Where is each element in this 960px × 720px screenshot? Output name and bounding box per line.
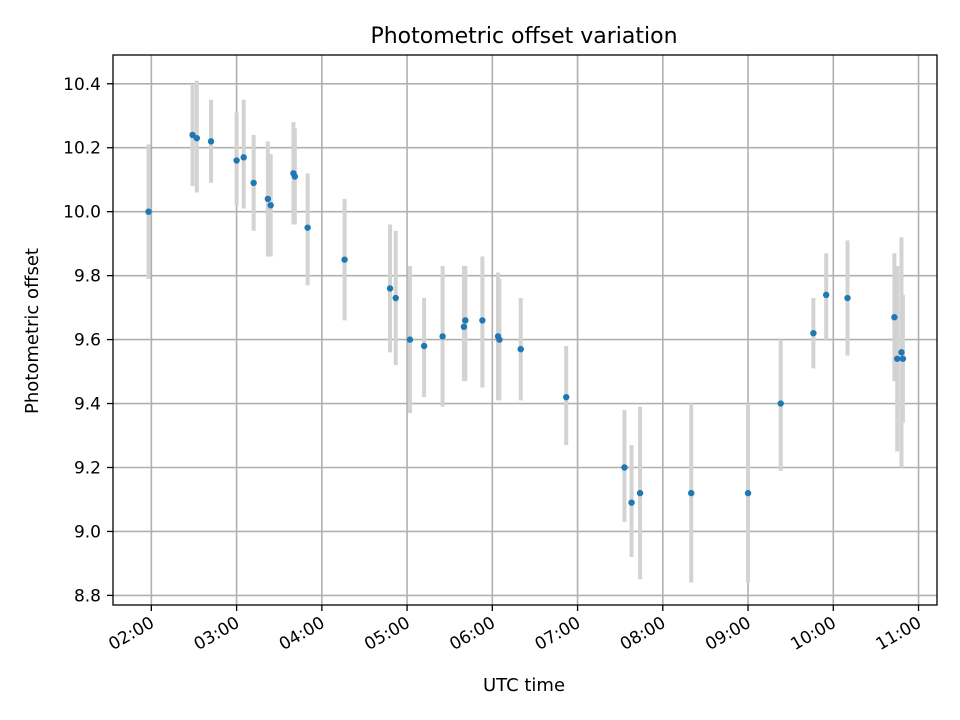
data-point: [898, 349, 905, 356]
data-point: [479, 317, 486, 324]
data-point: [250, 179, 257, 187]
y-tick-label: 9.8: [74, 267, 101, 287]
y-tick-label: 10.2: [63, 139, 101, 159]
y-tick-label: 9.0: [74, 522, 101, 542]
data-point: [392, 294, 399, 302]
grid: [113, 55, 937, 605]
data-point: [207, 138, 215, 145]
data-point: [386, 285, 394, 292]
data-point: [628, 499, 635, 506]
data-point: [810, 329, 817, 337]
y-tick-label: 10.4: [63, 75, 101, 95]
data-point: [517, 345, 524, 353]
y-axis: 8.8 9.0 9.2 9.4 9.6 9.8 10.0 10.2 10.4: [63, 75, 113, 606]
data-point: [621, 464, 628, 471]
data-point: [822, 291, 830, 299]
data-point: [688, 489, 695, 497]
x-axis-label: UTC time: [483, 675, 565, 696]
y-tick-label: 9.2: [74, 459, 101, 479]
chart-title: Photometric offset variation: [370, 24, 677, 49]
data-point: [304, 224, 311, 231]
data-point: [439, 333, 446, 340]
y-tick-label: 8.8: [74, 586, 101, 606]
data-point: [145, 208, 152, 215]
y-axis-label: Photometric offset: [22, 248, 43, 414]
data-point: [636, 489, 644, 497]
data-point: [193, 134, 201, 142]
data-point: [291, 173, 299, 180]
data-point: [233, 157, 240, 164]
data-point: [563, 393, 570, 401]
data-point: [420, 342, 428, 350]
data-point: [406, 336, 414, 343]
y-tick-label: 10.0: [63, 203, 101, 223]
data-point: [496, 336, 503, 343]
data-point: [460, 323, 468, 331]
data-point: [891, 314, 898, 321]
data-points: [145, 131, 907, 506]
plot-frame: [112, 54, 938, 606]
y-tick-label: 9.4: [74, 395, 101, 415]
data-point: [777, 400, 784, 407]
data-point: [341, 256, 348, 263]
data-point: [462, 317, 469, 324]
y-tick-label: 9.6: [74, 331, 101, 351]
data-point: [744, 489, 752, 497]
data-point: [844, 294, 851, 302]
data-point: [894, 355, 901, 362]
data-point: [899, 355, 907, 362]
data-point: [240, 154, 247, 161]
data-point: [267, 202, 274, 209]
data-point: [264, 195, 272, 203]
